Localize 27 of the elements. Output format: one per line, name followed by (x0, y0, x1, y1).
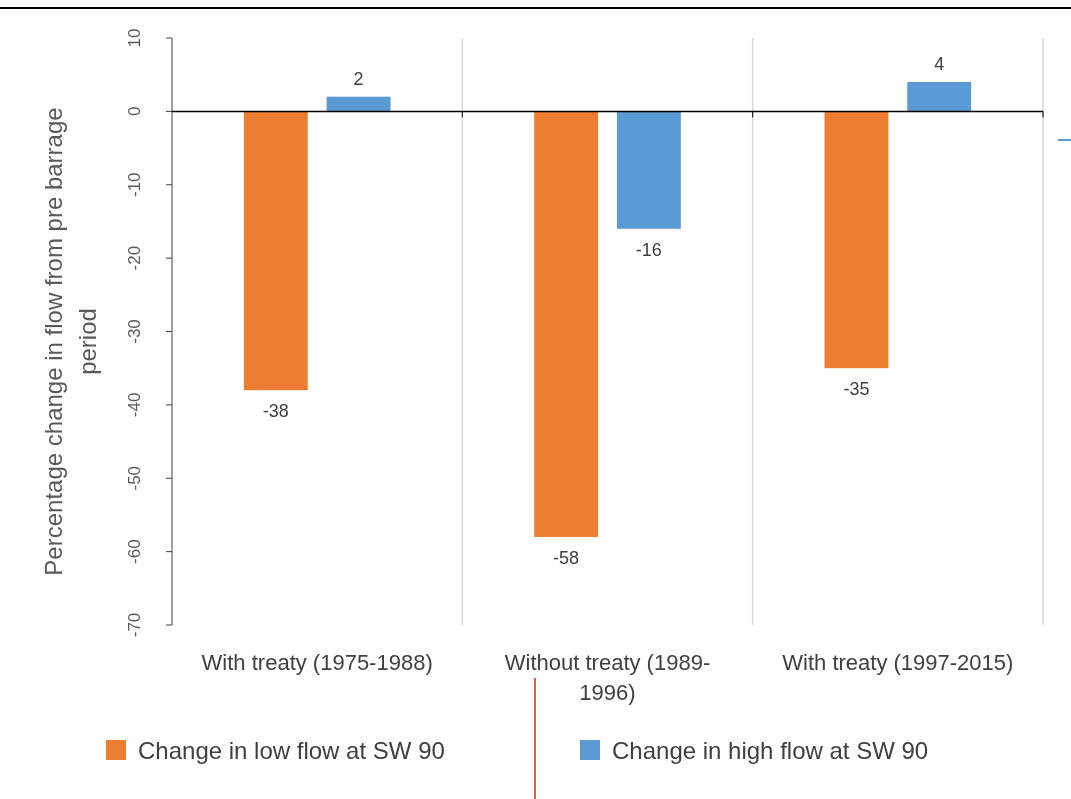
data-label: -35 (843, 379, 870, 400)
y-tick-label: -50 (125, 465, 144, 491)
bar (326, 96, 391, 112)
y-tick-label: -30 (125, 319, 144, 344)
y-tick-label: 0 (125, 106, 144, 117)
y-tick-label: -40 (125, 392, 144, 418)
bar (243, 111, 308, 391)
bar (824, 111, 889, 369)
data-label: -38 (262, 401, 289, 422)
y-axis-title: Percentage change in flow from pre barrage period (40, 107, 101, 576)
legend-label: Change in high flow at SW 90 (612, 737, 929, 764)
data-label: -16 (635, 239, 662, 260)
data-label: 2 (353, 68, 364, 89)
legend-label: Change in low flow at SW 90 (138, 737, 445, 764)
y-tick-label: -20 (125, 245, 144, 271)
y-tick-label: 10 (125, 28, 144, 48)
x-tick-label: Without treaty (1989-1996) (504, 650, 711, 705)
x-tick-label: With treaty (1975-1988) (201, 650, 433, 675)
bar (907, 82, 972, 112)
data-label: -58 (553, 547, 580, 568)
y-tick-label: -70 (125, 612, 144, 638)
bar (616, 111, 681, 229)
y-tick-label: -10 (125, 172, 144, 198)
y-tick-label: -60 (125, 539, 144, 564)
bar (534, 111, 599, 537)
data-label: 4 (934, 54, 945, 75)
x-tick-label: With treaty (1997-2015) (782, 650, 1014, 675)
